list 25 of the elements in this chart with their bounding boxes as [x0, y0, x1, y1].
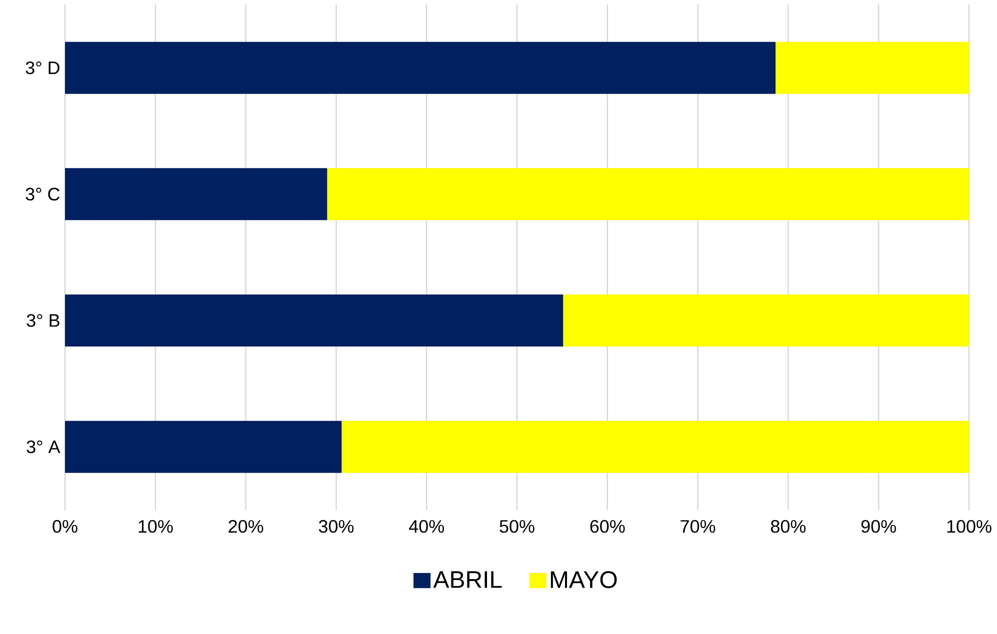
bar: [65, 168, 328, 220]
x-tick-label: 10%: [138, 520, 173, 533]
bar: [776, 42, 969, 94]
y-tick-label: 3° A: [26, 440, 60, 454]
legend-label: ABRIL: [433, 571, 502, 588]
bar: [65, 420, 342, 473]
legend-label: MAYO: [550, 571, 617, 588]
bar: [327, 168, 969, 220]
x-tick-label: 40%: [409, 520, 444, 533]
x-tick-label: 80%: [770, 520, 806, 533]
x-tick-label: 0%: [52, 520, 78, 533]
bar: [65, 42, 776, 94]
bar: [342, 420, 969, 473]
y-tick-label: 3° B: [26, 314, 60, 327]
x-tick-label: 90%: [861, 520, 896, 533]
y-tick-label: 3° D: [26, 61, 60, 74]
bar: [65, 294, 564, 346]
x-tick-label: 60%: [590, 520, 625, 533]
x-tick-label: 50%: [500, 520, 534, 533]
bar: [563, 294, 969, 346]
x-tick-label: 70%: [680, 520, 716, 533]
y-tick-label: 3° C: [26, 188, 60, 201]
x-tick-label: 100%: [947, 520, 992, 533]
x-tick-label: 20%: [228, 520, 264, 533]
x-tick-label: 30%: [318, 520, 354, 533]
